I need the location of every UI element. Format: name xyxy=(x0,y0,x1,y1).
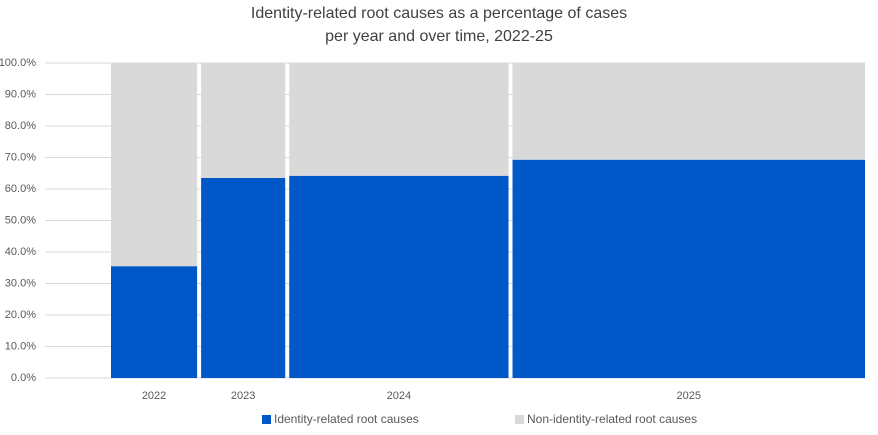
x-tick-label: 2022 xyxy=(142,390,166,402)
x-tick-label: 2024 xyxy=(387,390,411,402)
legend-label: Identity-related root causes xyxy=(274,412,419,426)
bar-segment xyxy=(289,63,509,176)
x-tick-label: 2023 xyxy=(231,390,255,402)
y-tick-label: 60.0% xyxy=(5,183,36,195)
y-tick-label: 70.0% xyxy=(5,151,36,163)
legend-swatch xyxy=(515,415,524,424)
legend-swatch xyxy=(262,415,271,424)
x-tick-label: 2025 xyxy=(677,390,701,402)
bar-segment xyxy=(201,177,286,378)
y-tick-label: 0.0% xyxy=(11,372,36,384)
y-tick-label: 100.0% xyxy=(0,57,36,69)
chart-title: Identity-related root causes as a percen… xyxy=(251,5,627,22)
legend-label: Non-identity-related root causes xyxy=(527,412,697,426)
y-tick-label: 30.0% xyxy=(5,277,36,289)
bar-segment xyxy=(111,63,198,267)
bar-segment xyxy=(201,63,286,178)
y-tick-label: 50.0% xyxy=(5,214,36,226)
y-tick-label: 90.0% xyxy=(5,88,36,100)
bar-segment xyxy=(512,63,865,160)
y-tick-label: 20.0% xyxy=(5,309,36,321)
y-tick-label: 10.0% xyxy=(5,340,36,352)
chart-title: per year and over time, 2022-25 xyxy=(325,28,553,45)
bar-segment xyxy=(289,175,509,378)
bar-segment xyxy=(512,159,865,378)
bar-segment xyxy=(111,266,198,378)
y-tick-label: 40.0% xyxy=(5,246,36,258)
y-tick-label: 80.0% xyxy=(5,120,36,132)
